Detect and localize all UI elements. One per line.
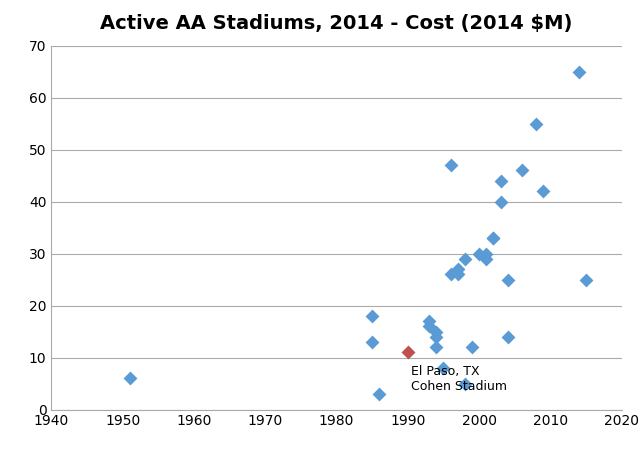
Point	[460, 255, 470, 263]
Point	[474, 250, 485, 257]
Point	[453, 271, 463, 278]
Point	[574, 68, 584, 75]
Point	[503, 276, 513, 283]
Point	[495, 177, 506, 184]
Point	[424, 318, 435, 325]
Point	[431, 344, 442, 351]
Point	[581, 276, 591, 283]
Point	[467, 344, 477, 351]
Point	[445, 271, 456, 278]
Point	[538, 187, 549, 195]
Point	[460, 380, 470, 387]
Point	[431, 328, 442, 335]
Point	[481, 250, 492, 257]
Point	[403, 349, 413, 356]
Point	[495, 198, 506, 205]
Title: Active AA Stadiums, 2014 - Cost (2014 $M): Active AA Stadiums, 2014 - Cost (2014 $M…	[101, 14, 572, 33]
Point	[517, 167, 527, 174]
Point	[488, 234, 499, 242]
Point	[438, 364, 449, 372]
Point	[531, 120, 542, 127]
Point	[424, 323, 435, 330]
Point	[445, 162, 456, 169]
Point	[367, 312, 378, 319]
Point	[488, 234, 499, 242]
Point	[503, 333, 513, 340]
Point	[481, 255, 492, 263]
Point	[367, 338, 378, 345]
Point	[431, 333, 442, 340]
Point	[453, 265, 463, 273]
Point	[374, 390, 385, 398]
Text: El Paso, TX
Cohen Stadium: El Paso, TX Cohen Stadium	[412, 365, 508, 393]
Point	[124, 374, 135, 382]
